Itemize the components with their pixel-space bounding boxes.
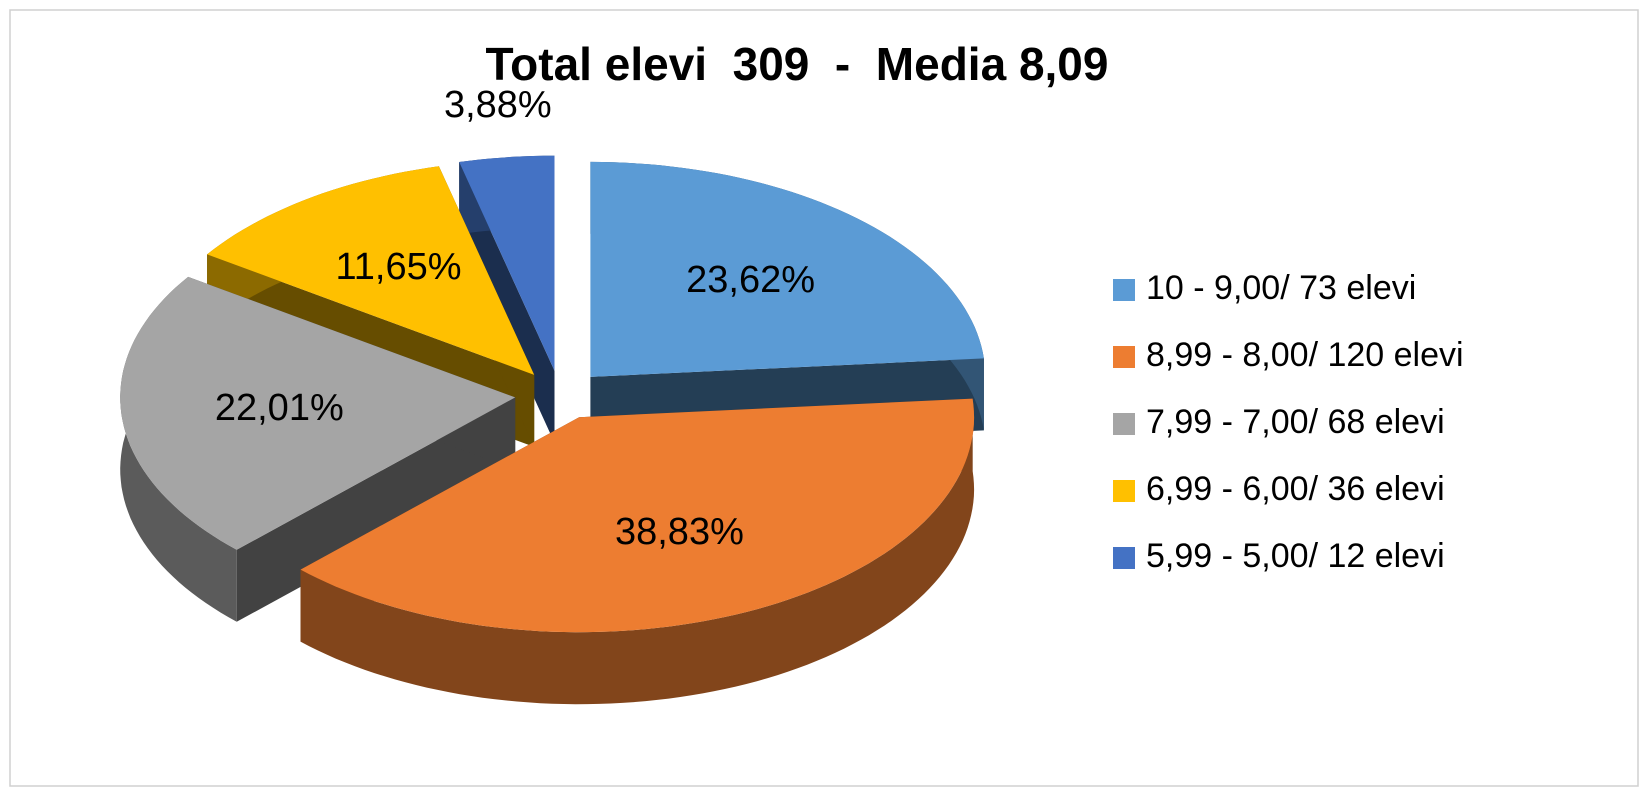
legend-swatch: [1113, 413, 1135, 435]
legend-swatch: [1113, 346, 1135, 368]
legend-label: 7,99 - 7,00/ 68 elevi: [1146, 403, 1445, 441]
chart-title: Total elevi 309 - Media 8,09: [486, 38, 1109, 90]
legend-swatch: [1113, 547, 1135, 569]
pie-slice: [120, 276, 516, 622]
legend-swatch: [1113, 279, 1135, 301]
pie-slice: [300, 398, 975, 705]
data-label: 22,01%: [215, 387, 344, 429]
slice-wall: [236, 397, 516, 622]
slice-side: [300, 398, 975, 705]
legend-label: 6,99 - 6,00/ 36 elevi: [1146, 470, 1445, 508]
slice-top: [207, 166, 535, 375]
data-label: 23,62%: [686, 259, 815, 301]
data-label: 3,88%: [444, 84, 552, 126]
legend-label: 10 - 9,00/ 73 elevi: [1146, 269, 1416, 307]
data-label: 11,65%: [335, 246, 461, 288]
legend-label: 8,99 - 8,00/ 120 elevi: [1146, 336, 1464, 374]
slice-top: [120, 276, 516, 550]
slice-top: [459, 155, 555, 371]
slice-top: [590, 161, 984, 377]
data-label: 38,83%: [615, 511, 744, 553]
legend-label: 5,99 - 5,00/ 12 elevi: [1146, 537, 1445, 575]
slice-top: [300, 398, 975, 633]
legend-swatch: [1113, 480, 1135, 502]
